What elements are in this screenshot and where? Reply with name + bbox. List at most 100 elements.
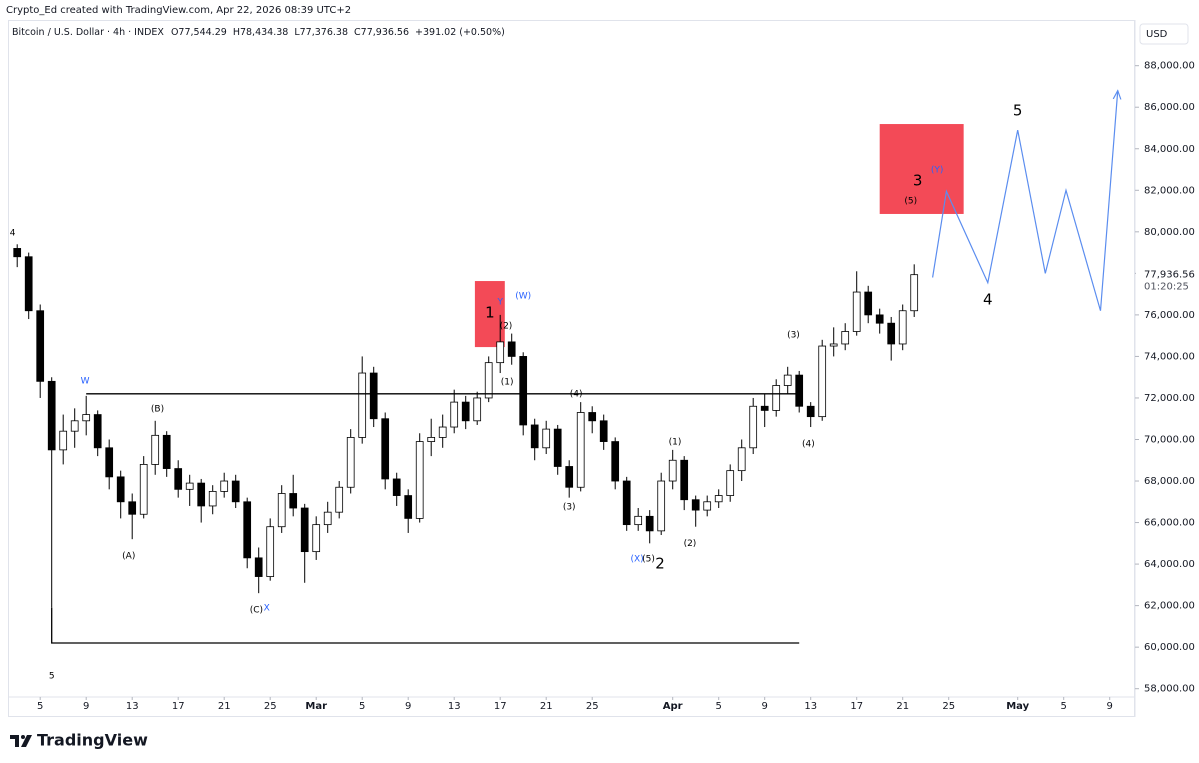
- candle-body: [737, 447, 746, 472]
- wave-label: X: [264, 603, 270, 613]
- symbol: Bitcoin / U.S. Dollar · 4h · INDEX: [12, 27, 164, 38]
- candle-body: [473, 397, 482, 422]
- candle-body: [749, 405, 758, 449]
- candle-body: [461, 401, 470, 422]
- wave-label: 3: [913, 171, 923, 189]
- currency[interactable]: USD: [1146, 29, 1168, 40]
- candle-body: [634, 515, 643, 526]
- candle-body: [335, 486, 344, 513]
- candle-body: [82, 414, 91, 422]
- open-value: O77,544.29: [171, 27, 227, 38]
- wave-label: (C): [250, 605, 263, 615]
- candle-body: [519, 356, 528, 426]
- y-tick-label: 60,000.00: [1144, 642, 1195, 653]
- candle-body: [622, 480, 631, 526]
- y-tick-label: 76,000.00: [1144, 310, 1195, 321]
- candle-body: [358, 372, 367, 438]
- wave-label: 2: [655, 555, 665, 573]
- candle-body: [277, 493, 286, 528]
- candle-body: [783, 374, 792, 386]
- x-tick-label: 13: [448, 701, 461, 712]
- candle-body: [530, 424, 539, 449]
- wave-label: (X): [630, 554, 643, 564]
- brand-logo: [10, 735, 32, 747]
- x-tick-label: May: [1006, 701, 1029, 712]
- x-tick-label: 9: [405, 701, 411, 712]
- wave-label: (5): [642, 554, 655, 564]
- high-value: H78,434.38: [233, 27, 289, 38]
- x-tick-label: 9: [83, 701, 89, 712]
- candle-body: [208, 491, 217, 507]
- candle-body: [657, 480, 666, 532]
- candle-body: [691, 499, 700, 511]
- candle-body: [139, 464, 148, 515]
- x-tick-label: 9: [762, 701, 768, 712]
- x-tick-label: 17: [172, 701, 185, 712]
- candle-body: [645, 515, 654, 532]
- candle-body: [47, 380, 56, 451]
- candle-body: [427, 437, 436, 442]
- candle-body: [576, 412, 585, 488]
- candle-body: [772, 385, 781, 411]
- last-price-box: [1136, 266, 1198, 295]
- candle-body: [588, 412, 597, 422]
- candle-body: [346, 437, 355, 488]
- y-tick-label: 62,000.00: [1144, 601, 1195, 612]
- x-tick-label: 25: [264, 701, 277, 712]
- candle-body: [668, 459, 677, 482]
- candle-body: [887, 322, 896, 345]
- wave-label: (1): [501, 377, 514, 387]
- y-tick-label: 68,000.00: [1144, 476, 1195, 487]
- plot-area: 45W(B)(A)(C) X1Y(W)(2)(1)(4)(3)(X)(5) 2(1)…: [10, 91, 1118, 682]
- candle-body: [369, 372, 378, 420]
- wave-label: (2): [500, 321, 513, 331]
- x-tick-label: 5: [1061, 701, 1067, 712]
- credit: Crypto_Ed created with TradingView.com, …: [6, 5, 351, 16]
- candle-body: [553, 428, 562, 467]
- candle-body: [93, 414, 102, 449]
- x-tick-label: 5: [716, 701, 722, 712]
- candle-body: [24, 256, 33, 312]
- candle-body: [404, 495, 413, 519]
- y-tick-label: 82,000.00: [1144, 185, 1195, 196]
- candle-body: [507, 341, 516, 357]
- close-value: C77,936.56: [354, 27, 409, 38]
- projection-path: [932, 91, 1118, 311]
- x-tick-label: 17: [494, 701, 507, 712]
- candle-body: [542, 428, 551, 449]
- wave-label: 4: [10, 228, 16, 238]
- x-tick-label: 13: [804, 701, 817, 712]
- wave-label: (4): [570, 390, 583, 400]
- x-tick-label: 5: [37, 701, 43, 712]
- candle-body: [795, 374, 804, 407]
- currency-button[interactable]: [1139, 23, 1189, 45]
- wave-label: 1: [485, 304, 495, 322]
- candle-body: [392, 478, 401, 496]
- x-tick-label: 21: [896, 701, 909, 712]
- y-tick-label: 88,000.00: [1144, 61, 1195, 72]
- x-tick-label: 9: [1107, 701, 1113, 712]
- wave-label: (1): [669, 437, 682, 447]
- y-tick-label: 80,000.00: [1144, 227, 1195, 238]
- candle-body: [174, 468, 183, 490]
- x-tick-label: 17: [850, 701, 863, 712]
- candle-body: [599, 420, 608, 442]
- wave-label: (5): [904, 197, 917, 207]
- x-tick-label: 5: [359, 701, 365, 712]
- candle-body: [105, 447, 114, 478]
- x-tick-label: 25: [942, 701, 955, 712]
- candle-body: [289, 493, 298, 509]
- candle-body: [116, 476, 125, 503]
- candle-body: [714, 495, 723, 503]
- candle-body: [829, 343, 838, 347]
- x-tick-label: 21: [218, 701, 231, 712]
- candle-body: [36, 310, 45, 382]
- candle-body: [484, 362, 493, 399]
- wave-label: (2): [684, 539, 697, 549]
- x-tick-label: 21: [540, 701, 553, 712]
- change-value: +391.02 (+0.50%): [415, 27, 505, 38]
- wave-label: (3): [563, 502, 576, 512]
- y-tick-label: 58,000.00: [1144, 684, 1195, 695]
- wave-label: (4): [802, 439, 815, 449]
- wave-label: 5: [49, 672, 55, 682]
